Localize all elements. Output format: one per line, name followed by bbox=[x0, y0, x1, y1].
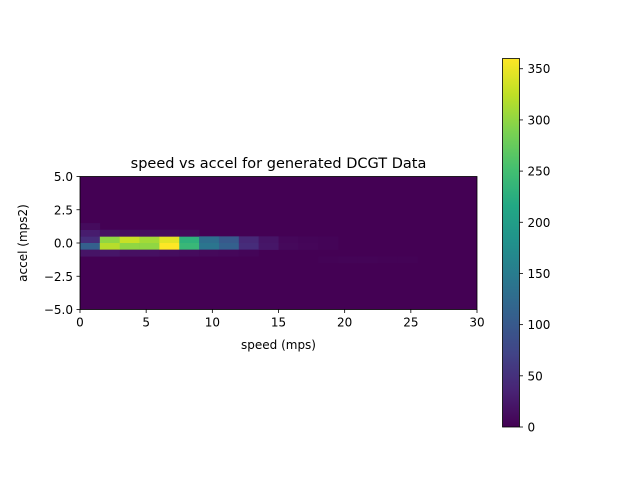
x-tick-label: 0 bbox=[76, 316, 84, 330]
y-tick-label: 2.5 bbox=[54, 203, 73, 217]
heatmap-cell bbox=[80, 236, 101, 244]
heatmap-cell bbox=[298, 236, 319, 244]
heatmap-cell bbox=[338, 256, 359, 264]
heatmap-cell bbox=[318, 256, 339, 264]
heatmap-cell bbox=[278, 243, 299, 250]
heatmap-cell bbox=[119, 243, 140, 250]
heatmap-cell bbox=[377, 256, 398, 264]
heatmap-cell bbox=[397, 256, 418, 264]
y-tick-label: 0.0 bbox=[54, 237, 73, 251]
heatmap-cell bbox=[179, 229, 200, 237]
heatmap-cell bbox=[80, 249, 101, 257]
colorbar-tick-label: 200 bbox=[528, 216, 551, 230]
x-axis-label: speed (mps) bbox=[241, 338, 316, 352]
x-tick-label: 5 bbox=[142, 316, 150, 330]
heatmap-cell bbox=[119, 236, 140, 244]
x-axis: 0 5 10 15 20 25 30 bbox=[76, 309, 485, 330]
heatmap-cell bbox=[238, 236, 259, 244]
y-axis-label: accel (mps2) bbox=[16, 204, 30, 282]
heatmap-cell bbox=[199, 249, 220, 257]
colorbar: 0 50 100 150 200 250 300 350 bbox=[502, 58, 551, 435]
heatmap-cell bbox=[139, 236, 160, 244]
heatmap-cell bbox=[139, 243, 160, 250]
heatmap-cell bbox=[119, 229, 140, 237]
x-tick-label: 30 bbox=[469, 316, 484, 330]
x-tick-label: 20 bbox=[337, 316, 352, 330]
heatmap-cell bbox=[218, 243, 240, 250]
y-tick-label: 5.0 bbox=[54, 170, 73, 184]
heatmap-cell bbox=[99, 236, 120, 244]
y-tick-label: −5.0 bbox=[44, 303, 73, 317]
heatmap-cell bbox=[298, 243, 319, 250]
heatmap-cell bbox=[278, 236, 299, 244]
heatmap-cell bbox=[238, 243, 259, 250]
heatmap-cell bbox=[159, 249, 180, 257]
heatmap-cell bbox=[99, 249, 120, 257]
colorbar-gradient bbox=[502, 58, 520, 428]
colorbar-tick-label: 250 bbox=[528, 165, 551, 179]
heatmap-cell bbox=[139, 229, 160, 237]
heatmap-cell bbox=[139, 249, 160, 257]
heatmap-cell bbox=[258, 236, 279, 244]
plot-area bbox=[79, 176, 478, 310]
heatmap-cell bbox=[99, 243, 120, 250]
x-tick-label: 15 bbox=[271, 316, 286, 330]
heatmap-cell bbox=[179, 243, 200, 250]
heatmap-cell bbox=[258, 243, 279, 250]
heatmap-cell bbox=[238, 249, 259, 257]
colorbar-tick-label: 100 bbox=[528, 318, 551, 332]
heatmap-cell bbox=[159, 236, 180, 244]
colorbar-tick-label: 150 bbox=[528, 267, 551, 281]
heatmap-cell bbox=[80, 229, 101, 237]
heatmap-cell bbox=[218, 249, 240, 257]
heatmap-cell bbox=[318, 243, 339, 250]
chart-title: speed vs accel for generated DCGT Data bbox=[131, 156, 427, 172]
heatmap-cell bbox=[119, 249, 140, 257]
heatmap-cell bbox=[218, 236, 240, 244]
colorbar-tick-label: 300 bbox=[528, 113, 551, 127]
heatmap-cell bbox=[80, 243, 101, 250]
x-tick-label: 25 bbox=[403, 316, 418, 330]
colorbar-tick-label: 50 bbox=[528, 369, 543, 383]
y-axis: 5.0 2.5 0.0 −2.5 −5.0 bbox=[44, 170, 80, 317]
heatmap-cell bbox=[80, 223, 101, 230]
heatmap-cell bbox=[199, 243, 220, 250]
heatmap-cell bbox=[159, 229, 180, 237]
heatmap-cell bbox=[99, 229, 120, 237]
x-tick-label: 10 bbox=[205, 316, 220, 330]
heatmap-cell bbox=[199, 236, 220, 244]
heatmap-cell bbox=[159, 243, 180, 250]
colorbar-tick-label: 0 bbox=[528, 421, 536, 435]
y-tick-label: −2.5 bbox=[44, 270, 73, 284]
heatmap-cell bbox=[179, 249, 200, 257]
heatmap-cell bbox=[318, 236, 339, 244]
heatmap-cell bbox=[179, 236, 200, 244]
colorbar-tick-label: 350 bbox=[528, 62, 551, 76]
heatmap-cell bbox=[357, 256, 379, 264]
